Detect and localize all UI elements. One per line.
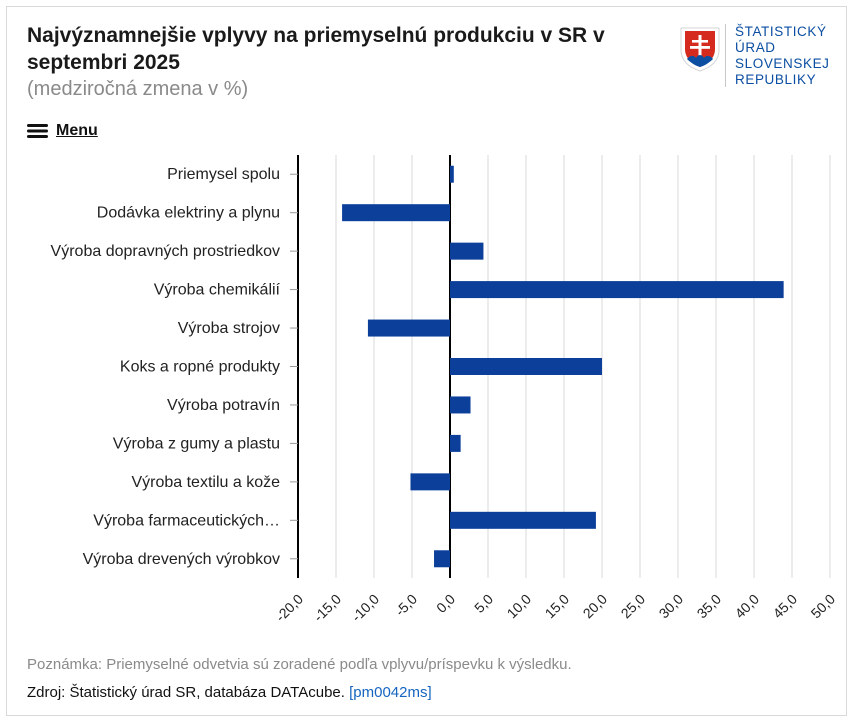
- x-tick-label: -20,0: [272, 591, 306, 625]
- bar: [450, 511, 596, 529]
- x-tick-label: 25,0: [618, 591, 649, 622]
- category-label: Výroba farmaceutických…: [93, 512, 280, 529]
- logo-text: ŠTATISTICKÝ ÚRAD SLOVENSKEJ REPUBLIKY: [735, 24, 830, 88]
- x-tick-label: 40,0: [732, 591, 763, 622]
- category-label: Koks a ropné produkty: [120, 359, 280, 376]
- category-label: Výroba drevených výrobkov: [83, 551, 280, 568]
- x-tick-label: -5,0: [392, 591, 421, 620]
- hamburger-icon: [27, 124, 48, 138]
- logo-line-3: SLOVENSKEJ: [735, 56, 830, 71]
- category-label: Výroba strojov: [178, 320, 280, 337]
- logo-line-2: ÚRAD: [735, 40, 776, 55]
- bar: [450, 281, 784, 299]
- x-tick-label: 0,0: [433, 591, 458, 616]
- logo-line-1: ŠTATISTICKÝ: [735, 24, 827, 39]
- logo-line-4: REPUBLIKY: [735, 72, 817, 87]
- x-tick-label: 50,0: [808, 591, 839, 622]
- bar: [410, 473, 450, 491]
- x-tick-label: 20,0: [580, 591, 611, 622]
- chart-title: Najvýznamnejšie vplyvy na priemyselnú pr…: [27, 24, 605, 74]
- category-label: Výroba potravín: [167, 397, 280, 414]
- x-tick-label: -15,0: [310, 591, 344, 625]
- bar: [342, 204, 450, 222]
- source-link[interactable]: [pm0042ms]: [349, 684, 432, 701]
- logo-divider: [725, 24, 726, 87]
- bar-chart: -20,0 -15,0 -10,0 -5,0 0,0 5,0 10,0 15,0 20,0 25,…: [51, 155, 839, 625]
- category-label: Priemysel spolu: [167, 166, 280, 183]
- bar: [450, 358, 602, 375]
- bar: [450, 242, 484, 260]
- x-tick-label: -10,0: [348, 591, 382, 625]
- menu-label: Menu: [56, 122, 98, 139]
- x-tick-label: 35,0: [694, 591, 725, 622]
- bar: [367, 319, 450, 337]
- source-text: Zdroj: Štatistický úrad SR, databáza DAT…: [27, 684, 350, 701]
- category-label: Výroba textilu a kože: [131, 474, 280, 491]
- category-label: Výroba dopravných prostriedkov: [51, 243, 280, 260]
- bar: [450, 434, 461, 452]
- x-tick-label: 30,0: [656, 591, 687, 622]
- bar: [434, 550, 450, 568]
- x-tick-label: 10,0: [504, 591, 535, 622]
- bar: [450, 396, 471, 414]
- statistical-office-logo[interactable]: ŠTATISTICKÝ ÚRAD SLOVENSKEJ REPUBLIKY: [679, 24, 829, 88]
- category-label: Dodávka elektriny a plynu: [97, 205, 280, 222]
- bar: [450, 165, 454, 183]
- x-tick-label: 15,0: [542, 591, 573, 622]
- chart-note: Poznámka: Priemyselné odvetvia sú zorade…: [27, 656, 572, 673]
- chart-subtitle: (medziročná zmena v %): [27, 78, 249, 100]
- chart-container: [6, 6, 847, 716]
- category-label: Výroba chemikálií: [154, 282, 281, 299]
- x-tick-label: 45,0: [770, 591, 801, 622]
- slovak-coat-of-arms-icon: [680, 27, 720, 72]
- chart-source: Zdroj: Štatistický úrad SR, databáza DAT…: [27, 684, 432, 701]
- menu-button[interactable]: Menu: [27, 121, 98, 141]
- x-tick-label: 5,0: [471, 591, 496, 616]
- category-label: Výroba z gumy a plastu: [113, 435, 280, 452]
